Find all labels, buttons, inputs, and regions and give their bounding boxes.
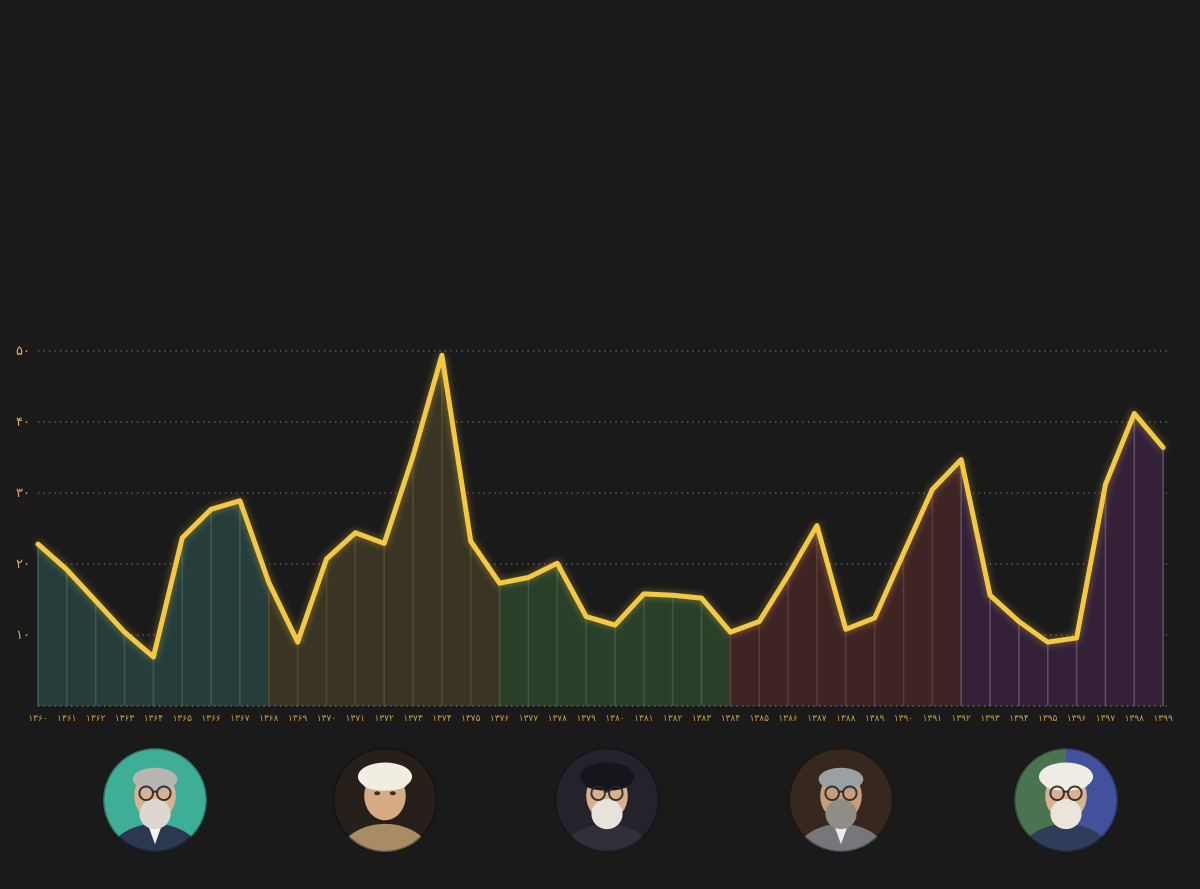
x-tick-labels: ۱۳۶۰ ۱۳۶۱ ۱۳۶۲ ۱۳۶۳ ۱۳۶۴ ۱۳۶۵ ۱۳۶۶ ۱۳۶۷ ۱۳۶۸ ۱۳۶۹… xyxy=(28,714,1173,724)
y-tick-label: ۵۰ xyxy=(16,344,30,359)
inflation-line xyxy=(35,352,1166,660)
x-tick-label: ۱۳۹۴ xyxy=(1009,714,1029,724)
x-tick-label: ۱۳۹۵ xyxy=(1038,714,1058,724)
x-tick-label: ۱۳۶۴ xyxy=(144,714,164,724)
x-tick-label: ۱۳۷۶ xyxy=(490,714,510,724)
x-tick-label: ۱۳۸۷ xyxy=(807,714,827,724)
portrait-rafsanjani-photo xyxy=(332,747,438,853)
x-tick-label: ۱۳۸۴ xyxy=(721,714,741,724)
y-tick-label: ۲۰ xyxy=(16,557,30,572)
x-tick-label: ۱۳۸۸ xyxy=(836,714,856,724)
x-tick-label: ۱۳۷۰ xyxy=(317,714,336,724)
x-tick-label: ۱۳۹۰ xyxy=(894,714,913,724)
x-tick-label: ۱۳۷۸ xyxy=(548,714,568,724)
x-tick-label: ۱۳۹۱ xyxy=(923,714,942,724)
x-tick-label: ۱۳۷۷ xyxy=(519,714,539,724)
y-tick-label: ۱۰ xyxy=(16,628,30,643)
era-areas xyxy=(37,355,1164,706)
x-tick-label: ۱۳۶۶ xyxy=(201,714,221,724)
x-tick-label: ۱۳۶۳ xyxy=(115,714,135,724)
x-tick-label: ۱۳۶۸ xyxy=(259,714,279,724)
y-tick-label: ۳۰ xyxy=(16,486,30,501)
x-tick-label: ۱۳۸۵ xyxy=(750,714,770,724)
x-tick-label: ۱۳۸۶ xyxy=(778,714,798,724)
era-area-rouhani xyxy=(961,413,1164,706)
portrait-khatami-photo xyxy=(554,747,660,853)
x-tick-label: ۱۳۹۲ xyxy=(952,714,972,724)
x-tick-label: ۱۳۷۳ xyxy=(403,714,423,724)
x-tick-label: ۱۳۶۷ xyxy=(230,714,250,724)
x-tick-label: ۱۳۷۴ xyxy=(432,714,452,724)
portrait-rouhani-photo xyxy=(1013,747,1119,853)
x-tick-label: ۱۳۸۳ xyxy=(692,714,712,724)
x-tick-label: ۱۳۹۳ xyxy=(980,714,1000,724)
x-tick-label: ۱۳۶۱ xyxy=(57,714,76,724)
x-tick-label: ۱۳۷۲ xyxy=(375,714,395,724)
x-tick-label: ۱۳۸۲ xyxy=(663,714,683,724)
x-tick-label: ۱۳۹۸ xyxy=(1125,714,1145,724)
y-tick-label: ۴۰ xyxy=(16,415,30,430)
x-tick-label: ۱۳۷۱ xyxy=(346,714,365,724)
x-tick-label: ۱۳۶۹ xyxy=(288,714,308,724)
x-tick-label: ۱۳۷۹ xyxy=(576,714,596,724)
glasses-icon xyxy=(138,785,172,801)
x-tick-label: ۱۳۹۷ xyxy=(1096,714,1116,724)
x-tick-label: ۱۳۶۲ xyxy=(86,714,106,724)
x-tick-label: ۱۳۷۵ xyxy=(461,714,481,724)
glasses-icon xyxy=(824,785,858,801)
x-tick-label: ۱۳۸۰ xyxy=(605,714,624,724)
x-tick-label: ۱۳۶۵ xyxy=(173,714,193,724)
x-tick-label: ۱۳۹۹ xyxy=(1153,714,1173,724)
x-tick-label: ۱۳۹۶ xyxy=(1067,714,1087,724)
portrait-ahmadinejad-photo xyxy=(788,747,894,853)
x-tick-label: ۱۳۸۱ xyxy=(634,714,653,724)
portrait-mousavi-photo xyxy=(102,747,208,853)
glasses-icon xyxy=(1049,785,1083,801)
x-tick-label: ۱۳۶۰ xyxy=(28,714,47,724)
x-tick-label: ۱۳۸۹ xyxy=(865,714,885,724)
glasses-icon xyxy=(590,785,624,801)
